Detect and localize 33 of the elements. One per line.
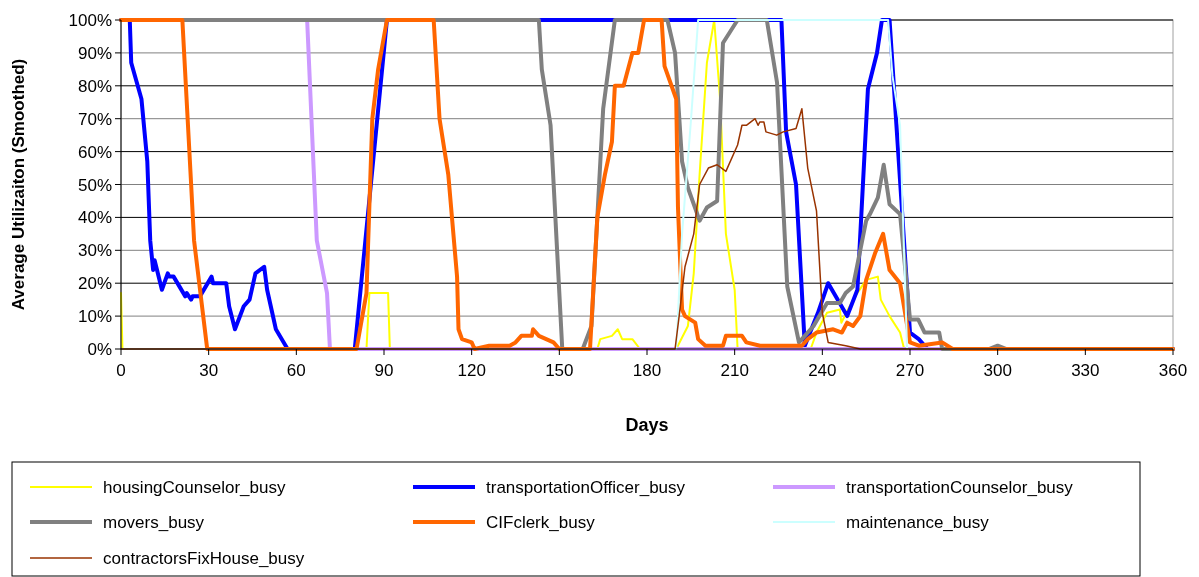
- x-tick-label: 210: [720, 361, 749, 380]
- y-tick-label: 40%: [77, 208, 112, 228]
- x-tick-label: 60: [286, 361, 306, 380]
- y-tick-label: 100%: [68, 11, 112, 30]
- legend-label: housingCounselor_busy: [103, 478, 286, 497]
- legend-label: movers_busy: [103, 513, 205, 532]
- x-tick-label: 120: [457, 361, 486, 380]
- x-tick-label: 300: [983, 361, 1012, 380]
- x-tick-label: 0: [116, 361, 126, 380]
- y-tick-label: 80%: [77, 76, 112, 96]
- y-tick-label: 10%: [77, 307, 112, 327]
- y-axis-title: Average Utilizaiton (Smoothed): [9, 58, 28, 311]
- y-tick-label: 0%: [87, 340, 112, 359]
- legend-label: transportationOfficer_busy: [486, 478, 686, 497]
- x-tick-label: 240: [808, 361, 837, 380]
- x-tick-label: 330: [1071, 361, 1100, 380]
- x-axis-title: Days: [625, 415, 669, 435]
- x-tick-label: 270: [895, 361, 925, 380]
- legend-label: CIFclerk_busy: [486, 513, 596, 532]
- y-tick-label: 30%: [77, 241, 112, 261]
- y-tick-label: 50%: [77, 175, 112, 195]
- x-tick-label: 360: [1158, 361, 1188, 380]
- legend-label: transportationCounselor_busy: [846, 478, 1074, 497]
- y-tick-label: 90%: [77, 43, 112, 63]
- x-tick-label: 90: [374, 361, 394, 380]
- x-tick-label: 30: [199, 361, 219, 380]
- legend-label: contractorsFixHouse_busy: [103, 549, 305, 568]
- y-tick-label: 60%: [77, 142, 112, 162]
- y-tick-label: 70%: [77, 109, 112, 129]
- legend-label: maintenance_busy: [846, 513, 990, 532]
- x-tick-label: 180: [632, 361, 662, 380]
- y-tick-label: 20%: [77, 274, 112, 294]
- x-tick-label: 150: [545, 361, 574, 380]
